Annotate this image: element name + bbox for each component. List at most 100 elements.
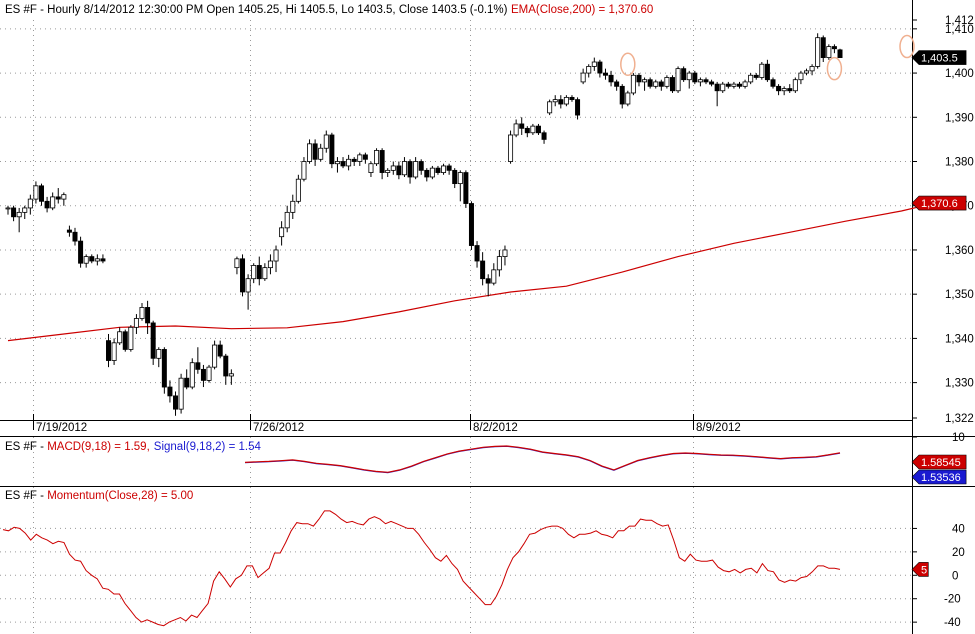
candle-up [653, 81, 659, 87]
candle-up [128, 326, 134, 350]
last-price-badge-bg [911, 50, 967, 65]
candle-up [346, 158, 352, 167]
candle-down [340, 161, 346, 167]
candle-down [72, 231, 78, 242]
candle-up [759, 63, 765, 78]
macd-line [244, 445, 841, 473]
candle-up [390, 165, 396, 171]
price-tick-label: 1,360 [945, 245, 974, 257]
candle-up [686, 72, 692, 81]
date-tick-label: 8/2/2012 [473, 422, 518, 434]
candle-up [401, 161, 407, 176]
candle-down [66, 229, 72, 233]
candle-up [318, 147, 324, 160]
price-tick-label: 1,410 [945, 24, 974, 36]
candle-up [496, 256, 502, 271]
candle-up [234, 258, 240, 269]
candle-down [256, 265, 262, 280]
candle-down [173, 395, 179, 410]
candle-up [117, 331, 123, 344]
macd-prefix: ES #F - [5, 441, 47, 453]
candle-up [798, 72, 804, 81]
candle-up [368, 163, 374, 173]
candle-down [725, 83, 731, 87]
candle-down [11, 207, 17, 218]
highlight-oval [899, 34, 915, 59]
candle-up [50, 196, 56, 209]
candle-down [770, 79, 776, 87]
candle-down [435, 167, 441, 173]
candle-up [781, 88, 787, 92]
candle-down [379, 150, 385, 173]
momentum-prefix: ES #F - [5, 490, 47, 502]
candle-down [692, 72, 698, 83]
candle-up [530, 125, 536, 134]
date-tick-label: 7/26/2012 [253, 422, 304, 434]
candle-up [552, 99, 558, 103]
candle-up [625, 92, 631, 105]
candle-down [351, 158, 357, 162]
candle-up [178, 377, 184, 410]
macd-label: MACD(9,18) = 1.59, [47, 441, 150, 453]
candle-up [83, 256, 89, 264]
candle-down [312, 143, 318, 160]
candle-down [145, 307, 151, 324]
candle-up [815, 37, 821, 67]
candle-up [675, 68, 681, 92]
candle-up [508, 134, 514, 162]
candle-up [273, 249, 279, 262]
price-tick-label: 1,340 [945, 333, 974, 345]
candle-down [558, 99, 564, 105]
date-tick-label: 7/19/2012 [36, 422, 87, 434]
last-price-badge: 1,403.5 [921, 53, 958, 65]
candle-up [429, 167, 435, 178]
candle-up [212, 344, 218, 368]
candle-up [189, 362, 195, 388]
price-pane-title: ES #F - Hourly 8/14/2012 12:30:00 PM Ope… [5, 4, 508, 16]
candle-down [100, 258, 106, 262]
candle-up [27, 198, 33, 209]
momentum-label: Momentum(Close,28) = 5.00 [47, 490, 193, 502]
candle-up [301, 161, 307, 180]
candle-up [111, 342, 117, 361]
candle-up [586, 66, 592, 74]
candle-up [697, 79, 703, 83]
candle-down [150, 322, 156, 359]
candle-up [748, 74, 754, 83]
candle-down [753, 74, 759, 78]
macd-tick-label: 10 [952, 432, 965, 444]
candle-up [323, 134, 329, 149]
candle-down [636, 74, 642, 83]
date-tick-label: 8/9/2012 [696, 422, 741, 434]
candle-down [217, 344, 223, 357]
momentum-tick-label: -20 [944, 594, 961, 606]
candle-up [156, 349, 162, 359]
ema-value-badge-bg [911, 195, 967, 211]
candle-up [61, 194, 67, 200]
candle-up [279, 227, 285, 238]
candle-up [457, 172, 463, 185]
candle-up [580, 72, 586, 83]
highlight-oval [620, 52, 636, 76]
candle-up [413, 161, 419, 178]
candle-up [630, 74, 636, 94]
candle-up [251, 265, 257, 280]
candle-down [195, 362, 201, 370]
momentum-tick-label: 20 [952, 547, 965, 559]
candle-up [245, 278, 251, 293]
candle-down [614, 81, 620, 87]
price-tick-label: 1,400 [945, 68, 974, 80]
candle-down [669, 77, 675, 92]
candle-up [334, 161, 340, 165]
candle-down [396, 165, 402, 176]
candle-down [452, 169, 458, 185]
candle-down [407, 161, 413, 178]
signal-label: Signal(9,18,2) = 1.54 [154, 441, 262, 453]
signal-value-badge-bg [911, 469, 967, 485]
candle-up [731, 83, 737, 87]
candle-down [468, 203, 474, 246]
candle-down [78, 240, 84, 264]
candle-down [703, 79, 709, 83]
signal-line [244, 445, 841, 474]
